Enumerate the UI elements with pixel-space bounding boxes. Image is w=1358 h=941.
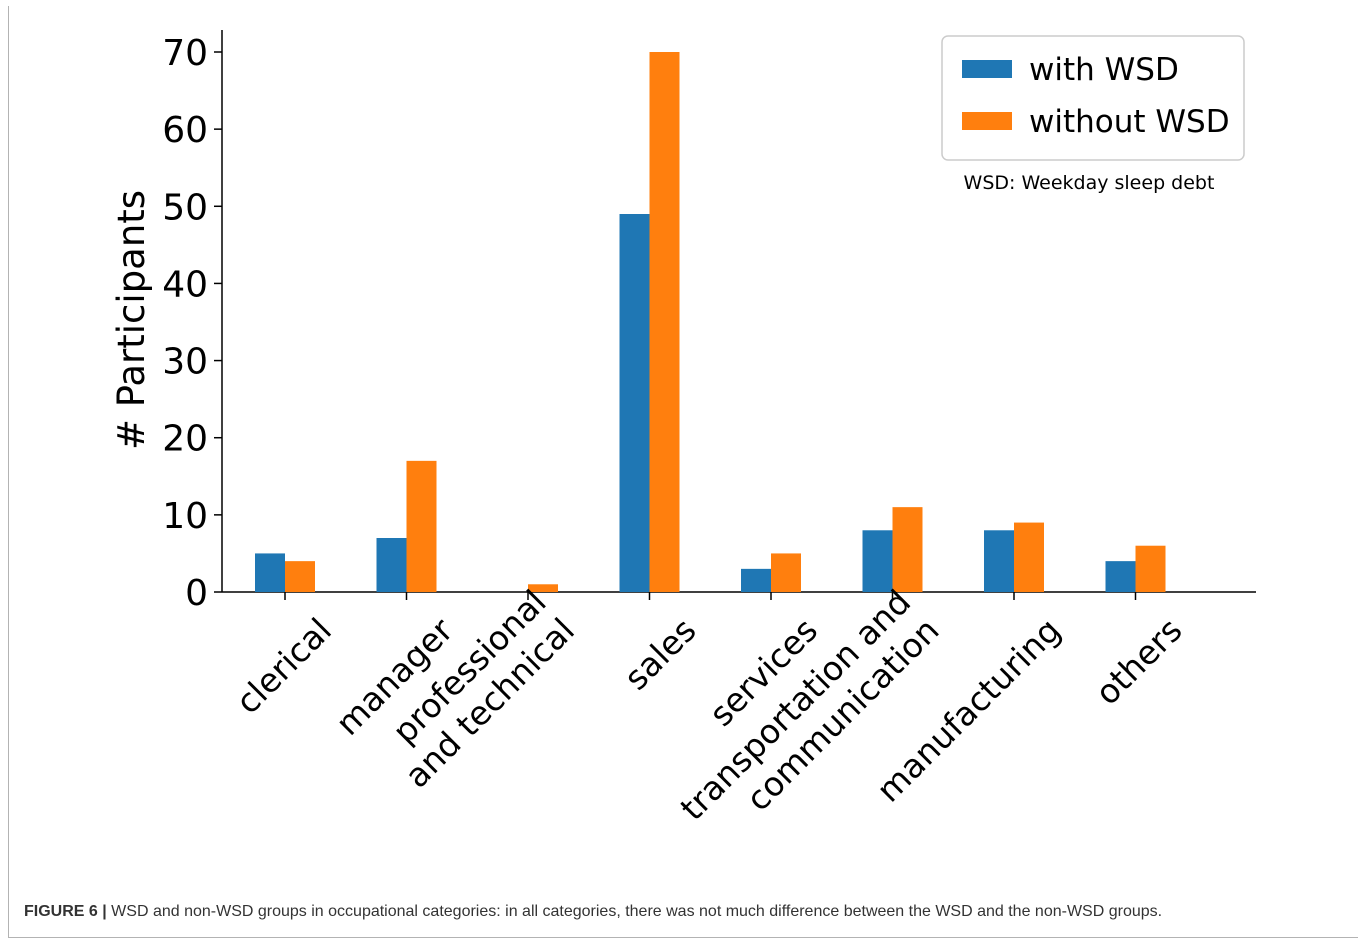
y-tick-label: 50 [162, 187, 208, 228]
caption-text: WSD and non-WSD groups in occupational c… [106, 903, 1163, 920]
y-axis-label: # Participants [110, 190, 153, 450]
bar-with-wsd [619, 214, 650, 592]
bar-without-wsd [649, 52, 680, 592]
y-tick-label: 70 [162, 33, 208, 74]
y-tick-label: 40 [162, 264, 208, 305]
bar-with-wsd [255, 553, 285, 592]
x-tick-label-line: sales [617, 610, 704, 697]
x-tick-label-line: others [1088, 610, 1190, 712]
legend: with WSD without WSD [941, 35, 1245, 161]
bar-without-wsd [406, 460, 437, 592]
bar-without-wsd [1135, 545, 1166, 592]
legend-swatch [962, 112, 1012, 130]
bar-with-wsd [741, 568, 771, 592]
bar-with-wsd [376, 538, 407, 592]
caption-label: FIGURE 6 | [24, 903, 107, 920]
y-tick-label: 60 [162, 110, 208, 151]
figure-frame [8, 6, 1358, 938]
y-tick-label: 30 [162, 342, 208, 383]
bar-without-wsd [771, 553, 801, 592]
y-tick-label: 20 [162, 419, 208, 460]
y-tick-label: 10 [162, 496, 208, 537]
bars [255, 52, 1166, 592]
bar-with-wsd [862, 530, 893, 592]
x-tick-label: clerical [228, 610, 339, 721]
y-tick-label: 0 [185, 573, 208, 614]
bar-with-wsd [1105, 561, 1136, 592]
x-tick-label: others [1088, 610, 1190, 712]
bar-with-wsd [984, 530, 1014, 592]
legend-box [941, 35, 1245, 161]
legend-label: with WSD [1029, 52, 1179, 88]
y-tick-labels: 0 10 20 30 40 50 60 70 [162, 33, 222, 614]
legend-swatch [962, 60, 1012, 78]
figure-frame-left-edge [8, 6, 9, 938]
x-tick-label: sales [617, 610, 704, 697]
legend-label: without WSD [1029, 104, 1230, 140]
annotation: WSD: Weekday sleep debt [964, 172, 1215, 194]
bar-without-wsd [1014, 522, 1044, 592]
bar-without-wsd [892, 507, 923, 592]
bar-without-wsd [285, 561, 315, 592]
figure-caption: FIGURE 6 | WSD and non-WSD groups in occ… [24, 903, 1344, 921]
x-tick-label-line: clerical [228, 610, 339, 721]
bar-without-wsd [528, 584, 558, 592]
